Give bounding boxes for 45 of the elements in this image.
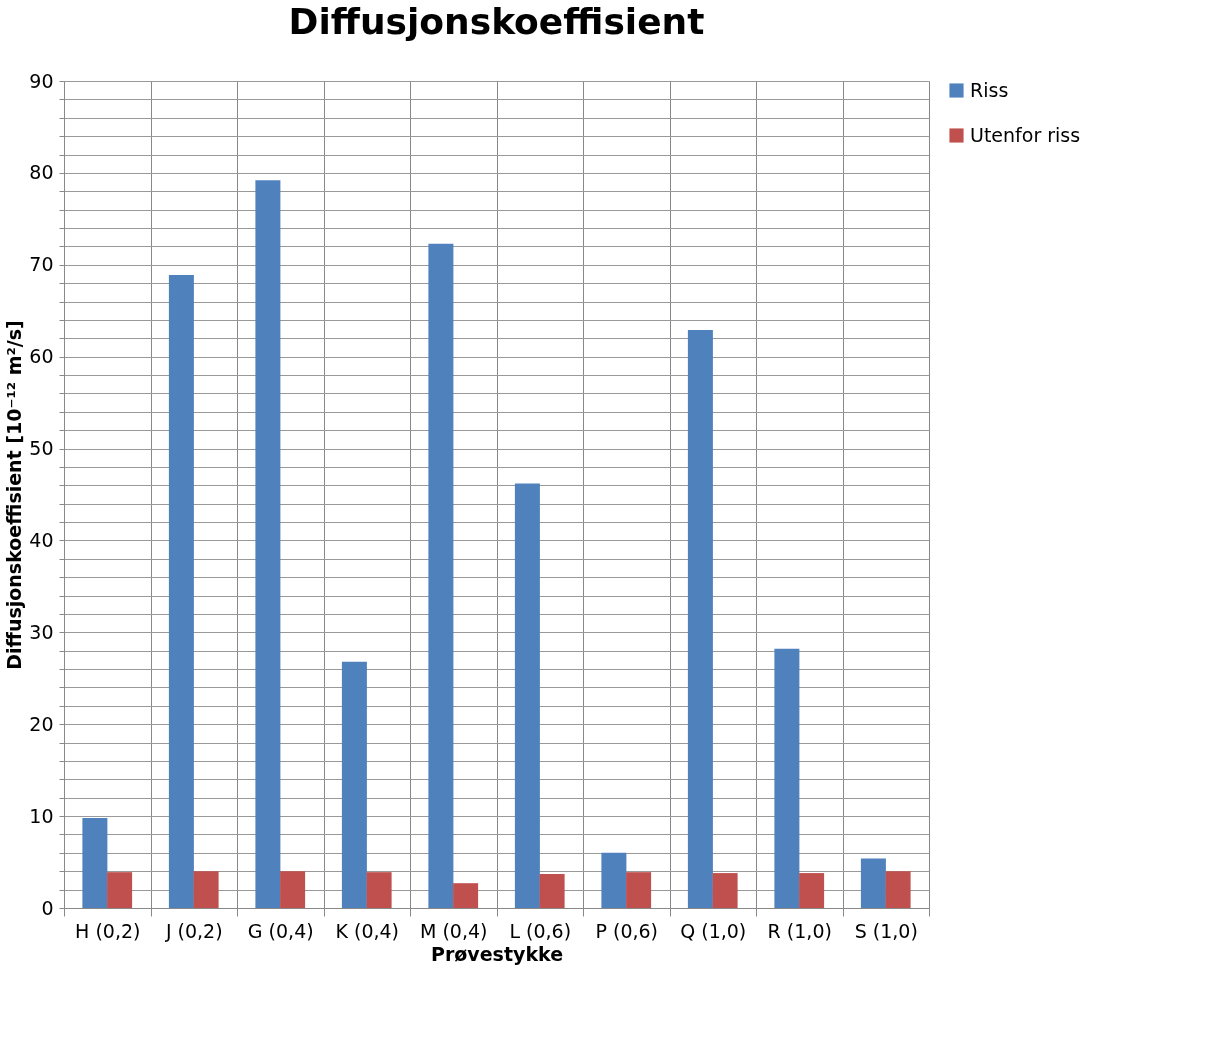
y-tick-label: 40 <box>29 528 54 551</box>
bar <box>82 817 108 908</box>
bar <box>280 871 306 908</box>
x-tick-label: H (0,2) <box>75 919 141 942</box>
bar <box>799 873 825 908</box>
y-tick-label: 0 <box>41 896 54 919</box>
bar <box>626 872 652 908</box>
bar <box>885 871 911 908</box>
chart-title: Diffusjonskoeffisient <box>288 1 705 42</box>
x-axis-title: Prøvestykke <box>430 942 564 965</box>
bar <box>453 883 479 908</box>
y-tick-label: 70 <box>29 253 54 276</box>
legend-label: Utenfor riss <box>970 123 1081 146</box>
x-tick-label: K (0,4) <box>335 919 400 942</box>
y-tick-label: 20 <box>29 712 54 735</box>
y-tick-label: 80 <box>29 161 54 184</box>
x-tick-label: M (0,4) <box>420 919 488 942</box>
x-tick-label: L (0,6) <box>509 919 572 942</box>
x-tick-label: S (1,0) <box>854 919 918 942</box>
legend-label: Riss <box>970 78 1009 101</box>
bar <box>514 483 540 908</box>
y-tick-label: 90 <box>29 69 54 92</box>
y-tick-label: 60 <box>29 345 54 368</box>
x-tick-label: R (1,0) <box>767 919 832 942</box>
y-tick-label: 50 <box>29 437 54 460</box>
bar <box>193 871 219 908</box>
y-tick-label: 30 <box>29 620 54 643</box>
x-tick-label: P (0,6) <box>595 919 659 942</box>
x-tick-label: Q (1,0) <box>680 919 747 942</box>
x-tick-label: J (0,2) <box>164 919 223 942</box>
bar <box>168 274 194 908</box>
bar <box>712 873 738 908</box>
bar <box>255 180 281 908</box>
bar <box>107 872 133 908</box>
bar <box>601 852 627 908</box>
bar <box>774 648 800 908</box>
y-tick-label: 10 <box>29 804 54 827</box>
bar <box>428 243 454 908</box>
bar <box>539 874 565 908</box>
bar <box>341 661 367 908</box>
bar <box>687 330 713 908</box>
bar <box>366 872 392 908</box>
bar <box>860 858 886 908</box>
y-axis-title: Diffusjonskoeffisient [10⁻¹² m²/s] <box>3 320 26 670</box>
x-tick-label: G (0,4) <box>247 919 314 942</box>
